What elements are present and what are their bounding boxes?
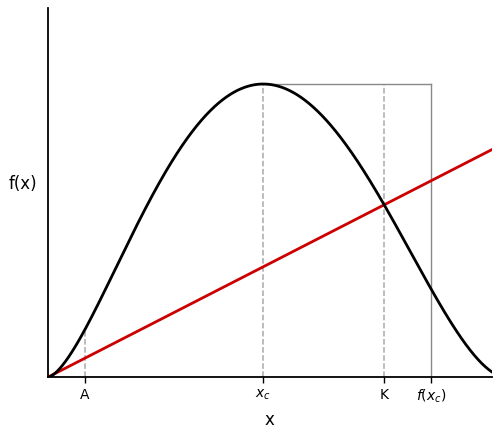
Y-axis label: f(x): f(x) — [8, 175, 37, 193]
X-axis label: x: x — [264, 411, 274, 429]
